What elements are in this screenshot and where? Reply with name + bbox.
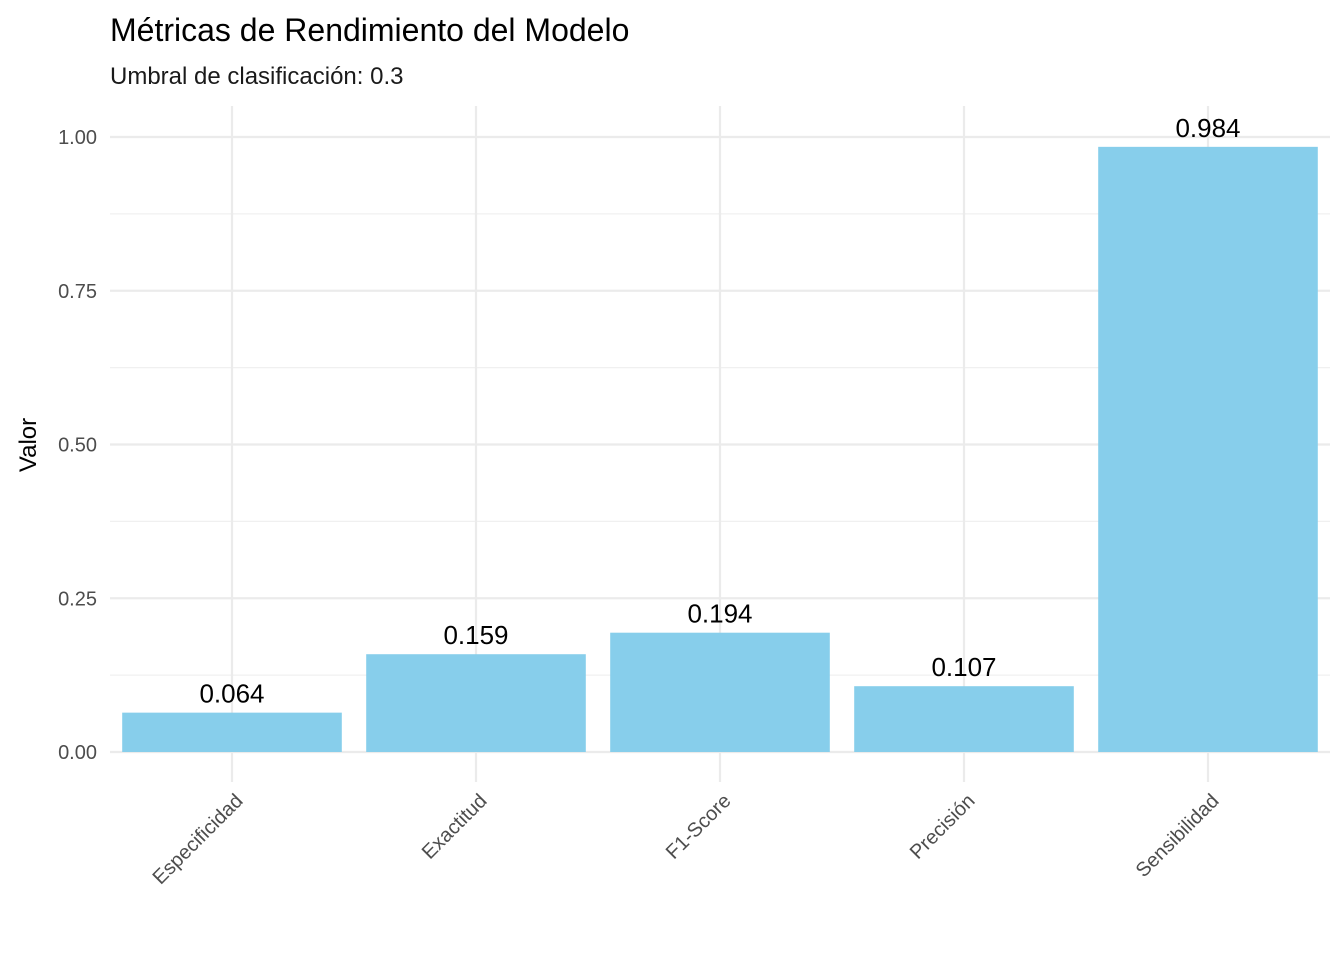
data-labels: 0.064 0.159 0.194 0.107 0.984 xyxy=(199,113,1240,709)
bar-f1-score xyxy=(610,632,830,752)
y-tick-label: 0.25 xyxy=(58,588,97,610)
x-tick-labels: Especificidad Exactitud F1-Score Precisión S… xyxy=(149,790,1224,889)
data-label: 0.107 xyxy=(931,652,996,682)
data-label: 0.194 xyxy=(687,599,752,629)
chart-subtitle: Umbral de clasificación: 0.3 xyxy=(110,63,403,90)
x-tick-label: Exactitud xyxy=(418,790,492,864)
bar-exactitud xyxy=(366,654,586,752)
bar-especificidad xyxy=(122,712,342,752)
chart-title: Métricas de Rendimiento del Modelo xyxy=(110,12,629,48)
y-tick-label: 0.00 xyxy=(58,742,97,764)
bar-sensibilidad xyxy=(1098,146,1318,753)
y-tick-labels: 0.00 0.25 0.50 0.75 1.00 xyxy=(58,127,97,764)
x-tick-label: F1-Score xyxy=(662,790,736,864)
y-tick-label: 0.50 xyxy=(58,435,97,457)
x-tick-label: Precisión xyxy=(906,790,980,864)
bars xyxy=(122,146,1318,753)
x-tick-label: Especificidad xyxy=(149,790,248,889)
bar-precisi-n xyxy=(854,686,1074,752)
data-label: 0.984 xyxy=(1175,113,1240,143)
data-label: 0.159 xyxy=(443,620,508,650)
y-tick-label: 1.00 xyxy=(58,127,97,149)
x-tick-label: Sensibilidad xyxy=(1132,790,1224,882)
y-axis-label: Valor xyxy=(15,418,42,472)
data-label: 0.064 xyxy=(199,679,264,709)
y-tick-label: 0.75 xyxy=(58,281,97,303)
